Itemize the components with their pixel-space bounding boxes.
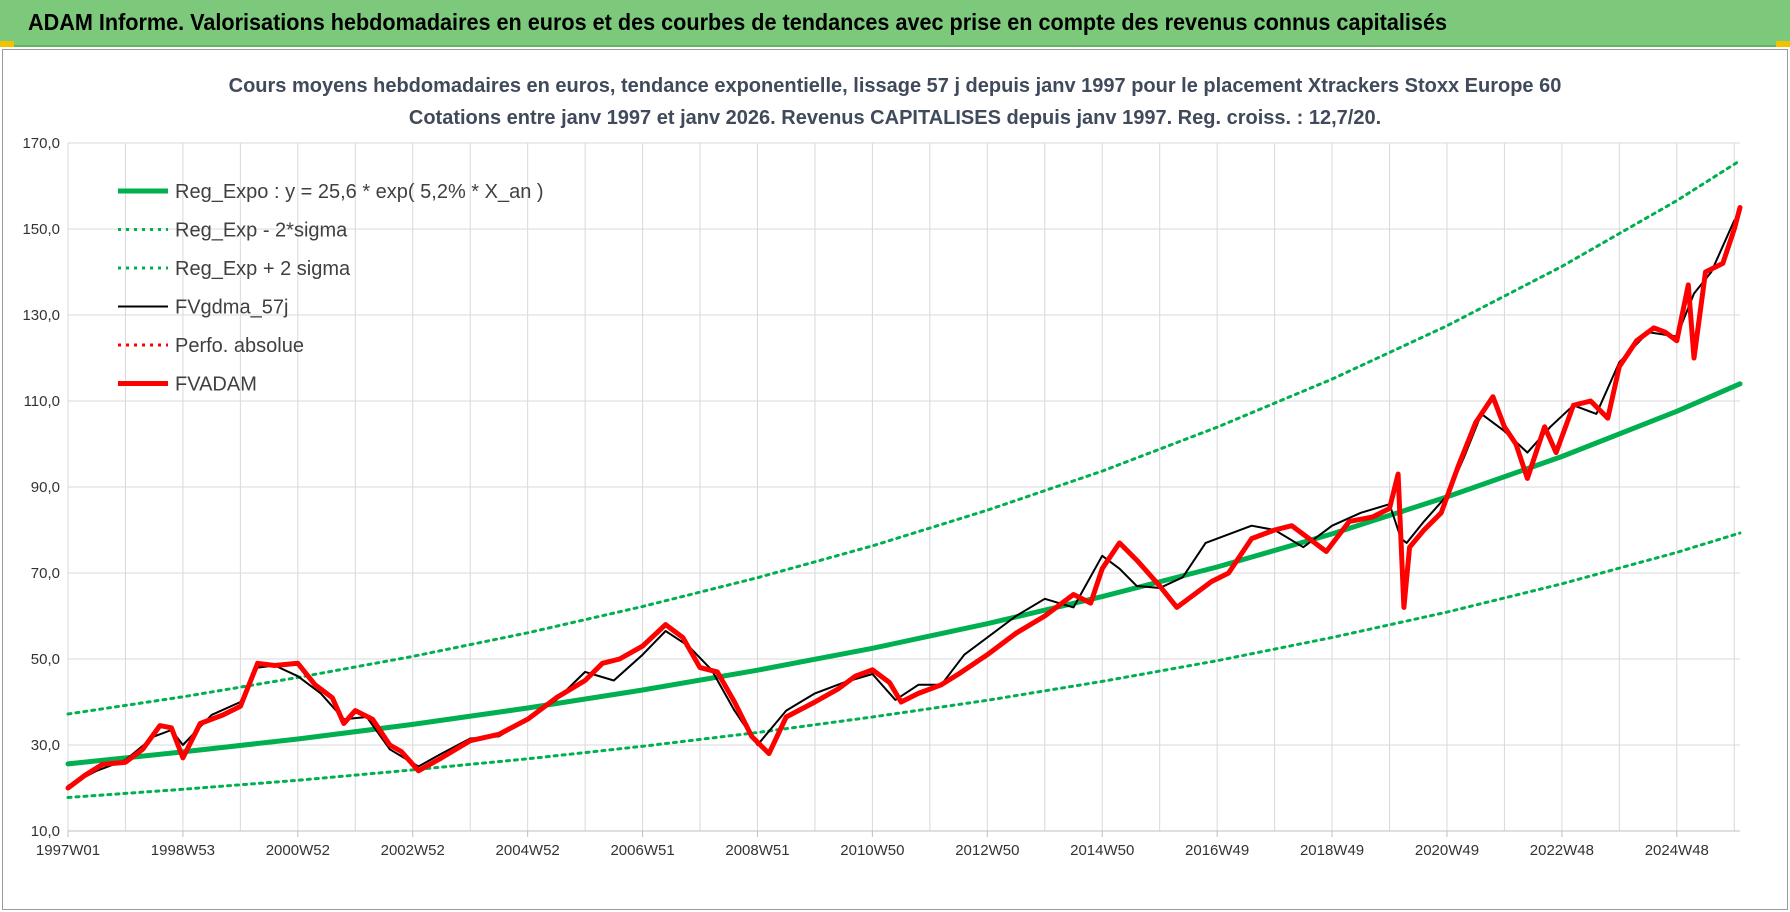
legend: Reg_Expo : y = 25,6 * exp( 5,2% * X_an )… — [118, 181, 544, 396]
legend-label: Reg_Exp + 2 sigma — [175, 258, 351, 280]
x-tick-label: 2012W50 — [955, 842, 1019, 859]
report-title: ADAM Informe. Valorisations hebdomadaire… — [28, 9, 1448, 35]
legend-label: FVgdma_57j — [175, 297, 288, 319]
chart-subtitle: Cotations entre janv 1997 et janv 2026. … — [409, 107, 1381, 129]
x-tick-label: 1998W53 — [151, 842, 215, 859]
legend-label: Reg_Expo : y = 25,6 * exp( 5,2% * X_an ) — [175, 181, 544, 203]
series-line-2 — [66, 159, 1742, 716]
x-tick-label: 2004W52 — [496, 842, 560, 859]
y-tick-label: 110,0 — [24, 393, 60, 410]
report-banner: ADAM Informe. Valorisations hebdomadaire… — [0, 0, 1790, 47]
series-line-0 — [65, 381, 1743, 767]
plot-area — [65, 159, 1743, 799]
y-tick-label: 30,0 — [31, 737, 60, 754]
series-line-1 — [66, 531, 1742, 799]
corner-marker-left — [0, 41, 14, 47]
x-tick-label: 2000W52 — [266, 842, 330, 859]
y-tick-label: 10,0 — [31, 823, 60, 840]
y-tick-label: 90,0 — [31, 479, 60, 496]
corner-marker-right — [1776, 41, 1790, 47]
y-axis-ticks: 10,0 30,0 50,0 70,0 90,0 110,0 130,0 150,0 170,0 — [22, 135, 60, 840]
chart-title: Cours moyens hebdomadaires en euros, ten… — [229, 75, 1562, 97]
y-tick-label: 150,0 — [22, 221, 60, 238]
x-tick-label: 2010W50 — [840, 842, 904, 859]
x-tick-label: 2022W48 — [1530, 842, 1594, 859]
x-tick-label: 1997W01 — [36, 842, 100, 859]
x-tick-label: 2024W48 — [1645, 842, 1709, 859]
x-tick-label: 2018W49 — [1300, 842, 1364, 859]
gridlines — [67, 142, 1740, 832]
y-tick-label: 170,0 — [22, 135, 60, 152]
x-tick-label: 2002W52 — [381, 842, 445, 859]
x-tick-label: 2014W50 — [1070, 842, 1134, 859]
x-tick-label: 2016W49 — [1185, 842, 1249, 859]
x-axis-ticks: 1997W01 1998W53 2000W52 2002W52 2004W52 2006W… — [36, 831, 1709, 859]
y-tick-label: 50,0 — [31, 651, 60, 668]
series-line-5 — [65, 205, 1743, 791]
x-tick-label: 2006W51 — [610, 842, 674, 859]
chart-frame — [2, 49, 1788, 910]
legend-label: Reg_Exp - 2*sigma — [175, 220, 348, 242]
legend-label: FVADAM — [175, 374, 257, 396]
x-tick-label: 2020W49 — [1415, 842, 1479, 859]
y-tick-label: 70,0 — [31, 565, 60, 582]
x-tick-label: 2008W51 — [725, 842, 789, 859]
legend-label: Perfo. absolue — [175, 335, 304, 357]
y-tick-label: 130,0 — [22, 307, 60, 324]
